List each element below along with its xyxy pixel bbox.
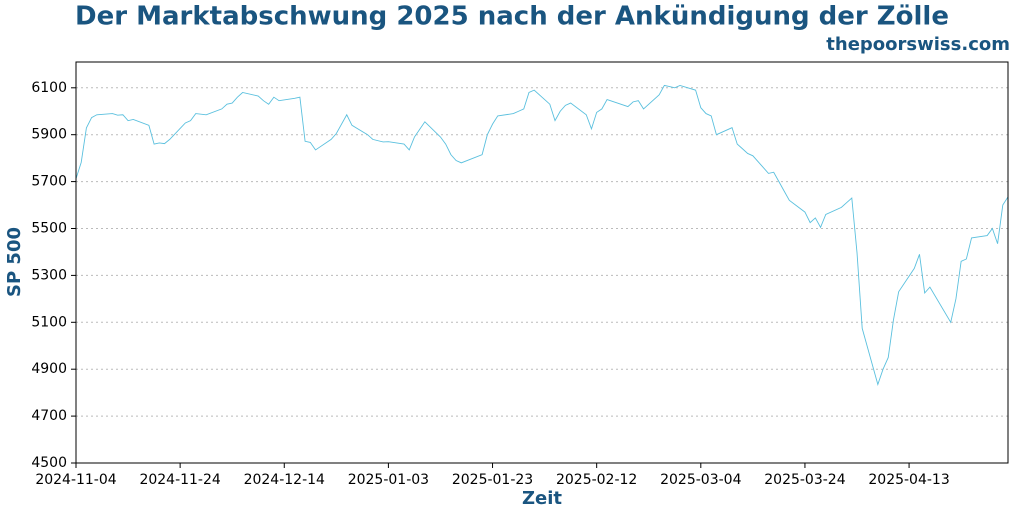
chart-title: Der Marktabschwung 2025 nach der Ankündi… — [75, 2, 949, 32]
y-tick-label: 4900 — [31, 361, 67, 377]
x-tick-label: 2024-11-24 — [139, 472, 220, 488]
y-tick-label: 5900 — [31, 127, 67, 143]
watermark: thepoorswiss.com — [826, 34, 1010, 55]
x-axis-label: Zeit — [522, 488, 562, 509]
y-tick-label: 5500 — [31, 220, 67, 236]
x-tick-label: 2025-01-23 — [452, 472, 533, 488]
x-tick-label: 2025-02-12 — [556, 472, 637, 488]
x-tick-label: 2025-03-04 — [660, 472, 741, 488]
y-tick-label: 5700 — [31, 174, 67, 190]
x-tick-label: 2025-03-24 — [764, 472, 845, 488]
price-line — [75, 84, 1009, 386]
x-tick-label: 2025-01-03 — [348, 472, 429, 488]
x-tick-label: 2024-11-04 — [35, 472, 116, 488]
y-tick-label: 4500 — [31, 455, 67, 471]
y-tick-label: 6100 — [31, 80, 67, 96]
x-tick-label: 2025-04-13 — [868, 472, 949, 488]
y-tick-label: 5300 — [31, 267, 67, 283]
plot-frame — [75, 61, 1009, 464]
y-tick-label: 4700 — [31, 408, 67, 424]
x-tick-label: 2024-12-14 — [244, 472, 325, 488]
plot-area: 4500 4700 4900 5100 5300 5500 5700 5900 6100 2024… — [31, 80, 1009, 488]
y-axis-label: SP 500 — [4, 227, 25, 297]
y-tick-label: 5100 — [31, 314, 67, 330]
